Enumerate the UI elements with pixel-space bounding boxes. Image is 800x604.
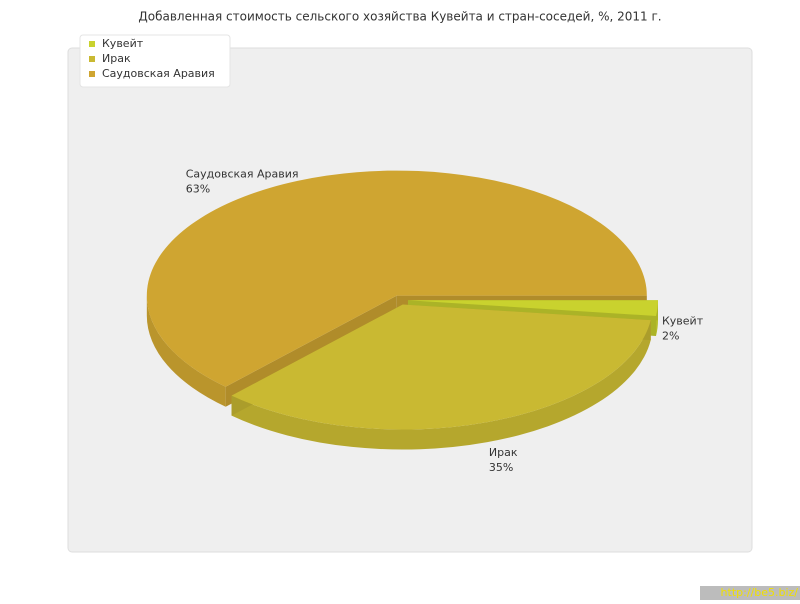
slice-label: Саудовская Аравия (186, 167, 299, 180)
legend-swatch (89, 71, 95, 77)
slice-value-label: 63% (186, 182, 210, 195)
legend-label: Кувейт (102, 37, 144, 50)
slice-side (146, 295, 226, 407)
legend-label: Саудовская Аравия (102, 67, 215, 80)
chart-title: Добавленная стоимость сельского хозяйств… (138, 10, 661, 24)
watermark: http://be5.biz/ (721, 586, 799, 599)
pie (146, 170, 658, 450)
slice-value-label: 2% (662, 329, 679, 342)
slice-side (231, 320, 651, 450)
legend-label: Ирак (102, 52, 131, 65)
legend-swatch (89, 41, 95, 47)
watermark-bg (700, 586, 800, 600)
legend-swatch (89, 56, 95, 62)
slice (146, 170, 647, 387)
slice-label: Кувейт (662, 314, 704, 327)
slice (407, 300, 658, 316)
slice-label: Ирак (489, 446, 518, 459)
legend-box (79, 34, 231, 88)
slice-value-label: 35% (489, 461, 513, 474)
slice (231, 304, 651, 430)
